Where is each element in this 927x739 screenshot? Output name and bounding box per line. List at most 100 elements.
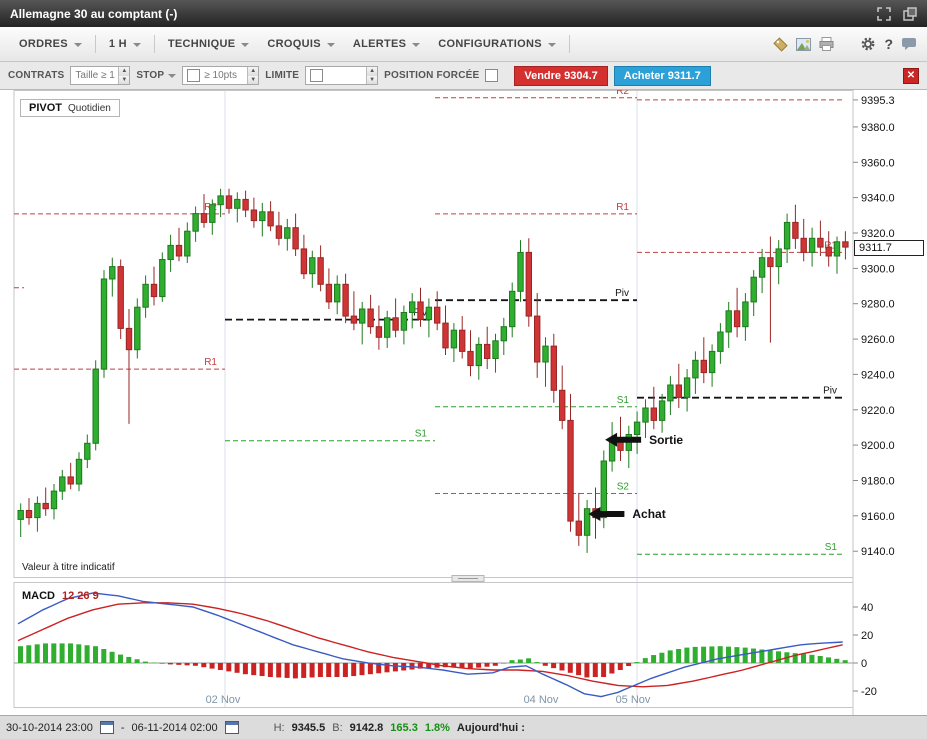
titlebar: Allemagne 30 au comptant (-)	[0, 0, 927, 27]
svg-text:0: 0	[861, 658, 867, 670]
menu-ordres[interactable]: ORDRES	[10, 31, 91, 57]
stepper-down-icon[interactable]: ▼	[119, 75, 130, 84]
contrats-label: CONTRATS	[8, 70, 65, 81]
statusbar: 30-10-2014 23:00 - 06-11-2014 02:00 H: 9…	[0, 715, 927, 739]
stepper-up-icon[interactable]: ▲	[119, 67, 130, 76]
menu-configurations-label: CONFIGURATIONS	[438, 38, 542, 50]
svg-text:40: 40	[861, 602, 873, 614]
menu-alertes-label: ALERTES	[352, 38, 407, 50]
svg-text:05 Nov: 05 Nov	[616, 694, 651, 706]
menubar: ORDRES 1 H TECHNIQUE CROQUIS ALERTES CON…	[0, 27, 927, 62]
indicator-period: Quotidien	[68, 103, 111, 114]
svg-text:9260.0: 9260.0	[861, 334, 895, 346]
svg-text:Achat: Achat	[632, 507, 665, 521]
svg-text:Piv: Piv	[615, 288, 629, 299]
menu-configurations[interactable]: CONFIGURATIONS	[429, 31, 565, 57]
stepper-down-icon[interactable]: ▼	[248, 75, 259, 84]
menu-timeframe-label: 1 H	[108, 38, 127, 50]
chat-icon[interactable]	[901, 37, 917, 51]
range-end-date: 06-11-2014 02:00	[131, 721, 218, 734]
contracts-size-value: Taille ≥ 1	[75, 70, 115, 81]
low-label: B:	[332, 721, 343, 734]
menu-technique-label: TECHNIQUE	[167, 38, 236, 50]
chevron-down-icon	[412, 42, 421, 47]
svg-text:9140.0: 9140.0	[861, 546, 895, 558]
image-export-icon[interactable]	[796, 37, 812, 51]
menu-croquis[interactable]: CROQUIS	[258, 31, 343, 57]
svg-text:9360.0: 9360.0	[861, 157, 895, 169]
menu-technique[interactable]: TECHNIQUE	[159, 31, 258, 57]
high-value: 9345.5	[291, 721, 326, 734]
position-forcee-label: POSITION FORCÉE	[384, 70, 480, 81]
svg-text:R1: R1	[824, 240, 837, 251]
range-start-date: 30-10-2014 23:00	[6, 721, 93, 734]
svg-text:9380.0: 9380.0	[861, 122, 895, 134]
stepper-arrows[interactable]: ▲ ▼	[366, 67, 378, 84]
orderbar: CONTRATS Taille ≥ 1 ▲ ▼ STOP ≥ 10pts ▲ ▼ L…	[0, 62, 927, 90]
menu-alertes[interactable]: ALERTES	[344, 31, 429, 57]
svg-text:9160.0: 9160.0	[861, 511, 895, 523]
position-forcee-checkbox[interactable]	[485, 69, 499, 82]
svg-text:9395.3: 9395.3	[861, 95, 895, 107]
indicator-chip[interactable]: PIVOT Quotidien	[20, 99, 120, 117]
menu-separator	[94, 35, 96, 53]
svg-text:S1: S1	[415, 429, 428, 440]
macd-name: MACD	[22, 590, 55, 602]
svg-text:Piv: Piv	[823, 386, 837, 397]
help-icon[interactable]: ?	[884, 36, 893, 52]
svg-text:R1: R1	[204, 357, 217, 368]
stepper-up-icon[interactable]: ▲	[248, 67, 259, 76]
stepper-arrows[interactable]: ▲ ▼	[118, 67, 130, 84]
macd-params: 12 26 9	[62, 590, 99, 602]
stop-stepper[interactable]: ≥ 10pts ▲ ▼	[182, 66, 260, 85]
svg-text:Sortie: Sortie	[649, 433, 683, 447]
chevron-down-icon	[168, 74, 177, 78]
svg-text:02 Nov: 02 Nov	[206, 694, 241, 706]
print-icon[interactable]	[819, 37, 834, 51]
calendar-icon[interactable]	[224, 721, 239, 734]
stepper-arrows[interactable]: ▲ ▼	[247, 67, 259, 84]
limite-label: LIMITE	[265, 70, 300, 81]
stepper-up-icon[interactable]: ▲	[367, 67, 378, 76]
sell-button[interactable]: Vendre 9304.7	[514, 65, 608, 86]
detach-window-icon[interactable]	[903, 6, 917, 21]
window-title: Allemagne 30 au comptant (-)	[10, 6, 178, 21]
indicator-name: PIVOT	[29, 102, 63, 114]
limit-checkbox[interactable]	[310, 69, 324, 82]
svg-text:9220.0: 9220.0	[861, 405, 895, 417]
indicative-value-note: Valeur à titre indicatif	[22, 562, 115, 573]
svg-text:R1: R1	[616, 202, 629, 213]
svg-text:9200.0: 9200.0	[861, 440, 895, 452]
limit-stepper[interactable]: ▲ ▼	[305, 66, 379, 85]
svg-text:R2: R2	[616, 90, 629, 97]
chevron-down-icon	[132, 42, 141, 47]
svg-text:9300.0: 9300.0	[861, 263, 895, 275]
chevron-down-icon	[241, 42, 250, 47]
svg-text:-20: -20	[861, 686, 877, 698]
stepper-down-icon[interactable]: ▼	[367, 75, 378, 84]
stop-value: ≥ 10pts	[204, 70, 237, 81]
range-percent: 1.8%	[424, 721, 450, 734]
svg-text:9280.0: 9280.0	[861, 299, 895, 311]
price-tag-icon[interactable]	[773, 36, 789, 52]
calendar-icon[interactable]	[99, 721, 114, 734]
close-orderbar-icon[interactable]: ✕	[903, 67, 919, 84]
date-separator: -	[120, 721, 125, 734]
svg-text:9240.0: 9240.0	[861, 369, 895, 381]
contracts-size-stepper[interactable]: Taille ≥ 1 ▲ ▼	[70, 66, 131, 85]
expand-window-icon[interactable]	[877, 6, 891, 21]
chart-region: R2R1PivS1R2R1PivS1S2R1PivS1SortieAchat93…	[0, 90, 927, 715]
menu-timeframe[interactable]: 1 H	[100, 31, 150, 57]
svg-text:9320.0: 9320.0	[861, 228, 895, 240]
stop-checkbox[interactable]	[187, 69, 201, 82]
svg-text:04 Nov: 04 Nov	[524, 694, 559, 706]
chart-canvas[interactable]: R2R1PivS1R2R1PivS1S2R1PivS1SortieAchat93…	[0, 90, 927, 715]
today-label: Aujourd'hui :	[456, 721, 525, 734]
macd-indicator-label[interactable]: MACD 12 26 9	[22, 590, 99, 602]
gear-icon[interactable]	[860, 36, 876, 52]
chevron-down-icon	[73, 42, 82, 47]
range-points: 165.3	[390, 721, 418, 734]
high-label: H:	[273, 721, 285, 734]
stop-dropdown[interactable]: STOP	[136, 70, 177, 81]
buy-button[interactable]: Acheter 9311.7	[613, 65, 711, 86]
